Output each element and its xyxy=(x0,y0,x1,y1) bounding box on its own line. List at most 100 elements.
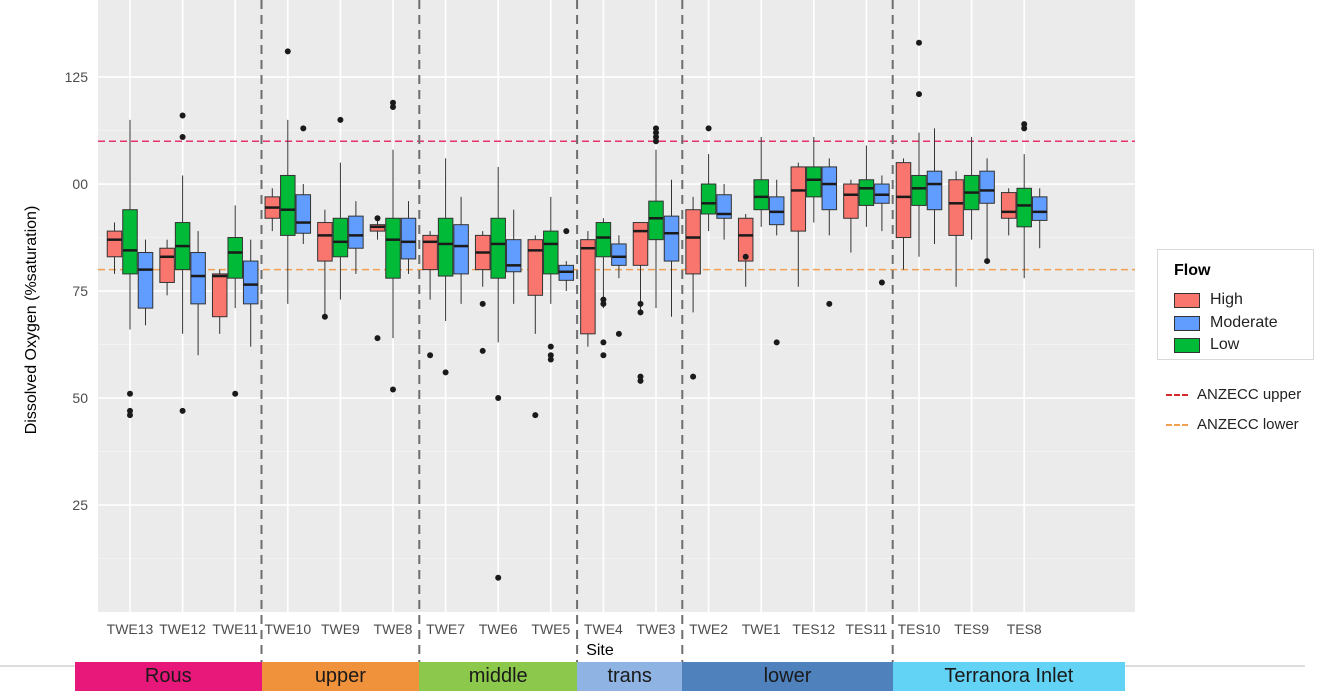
boxes xyxy=(106,39,1048,581)
box-TWE8-moderate xyxy=(400,201,417,274)
box-TWE6-high xyxy=(474,231,491,354)
outlier-point xyxy=(284,48,291,55)
anzecc-upper-label: ANZECC upper xyxy=(1197,386,1302,403)
y-tick-label: 00 xyxy=(72,176,88,192)
box-body xyxy=(137,252,154,309)
legend-swatch-moderate xyxy=(1174,315,1200,331)
outlier-point xyxy=(637,373,644,380)
outlier-point xyxy=(653,138,659,145)
outlier-point xyxy=(878,279,885,286)
box-TWE11-high xyxy=(211,269,228,334)
box-body xyxy=(227,237,243,279)
box-body xyxy=(453,224,469,275)
x-tick-label: TWE9 xyxy=(321,621,360,637)
x-tick-label: TES11 xyxy=(846,621,888,637)
box-TWE10-moderate xyxy=(295,125,312,244)
box-body xyxy=(632,222,649,266)
region-upper: upper xyxy=(261,662,420,691)
outlier-point xyxy=(547,356,554,363)
outlier-point xyxy=(390,99,396,106)
outlier-point xyxy=(179,112,186,119)
box-body xyxy=(737,217,754,262)
outlier-point xyxy=(547,352,554,359)
x-tick-label: TWE4 xyxy=(584,621,623,637)
outlier-point xyxy=(321,313,328,320)
box-TWE4-low xyxy=(595,218,612,359)
box-TWE3-high xyxy=(632,222,649,384)
outlier-point xyxy=(127,390,133,397)
outlier-point xyxy=(479,300,486,307)
box-body xyxy=(242,260,259,305)
x-tick-label: TWE10 xyxy=(264,621,311,637)
box-TES9-high xyxy=(948,171,964,287)
box-body xyxy=(527,239,544,296)
outlier-point xyxy=(826,300,833,307)
legend-label-moderate: Moderate xyxy=(1210,314,1278,331)
box-TWE7-low xyxy=(437,158,454,376)
region-rous: Rous xyxy=(75,662,262,691)
box-TES9-moderate xyxy=(979,158,995,265)
box-TES10-high xyxy=(895,158,912,270)
legend-swatch-low xyxy=(1174,337,1200,353)
x-axis-title: Site xyxy=(586,642,614,659)
box-TES8-moderate xyxy=(1031,188,1048,249)
y-axis-ticks: 25 50 75 00 125 xyxy=(65,69,89,513)
outlier-point xyxy=(127,412,133,419)
box-body xyxy=(385,217,401,279)
box-TES11-high xyxy=(843,179,859,253)
box-TWE2-moderate xyxy=(716,184,732,240)
box-TES8-low xyxy=(1016,121,1032,279)
box-TWE1-low xyxy=(753,136,769,227)
reference-lines xyxy=(98,140,1135,271)
y-tick-label: 125 xyxy=(65,69,89,85)
box-TES9-low xyxy=(963,136,980,240)
box-TWE5-low xyxy=(543,196,559,363)
outlier-point xyxy=(600,339,607,346)
outlier-point xyxy=(442,369,449,376)
outlier-point xyxy=(547,343,554,350)
box-TWE6-moderate xyxy=(505,209,522,304)
box-body xyxy=(895,162,912,239)
box-body xyxy=(190,252,206,305)
box-body xyxy=(926,170,943,211)
box-TES12-low xyxy=(806,136,822,223)
plot-panel xyxy=(98,0,1135,612)
outlier-point xyxy=(984,258,991,265)
box-body xyxy=(211,273,228,318)
outlier-point xyxy=(390,386,396,393)
box-body xyxy=(437,217,454,277)
outlier-point xyxy=(773,339,780,346)
x-tick-label: TWE13 xyxy=(107,621,154,637)
y-axis-title: Dissolved Oxygen (%saturation) xyxy=(23,206,40,435)
x-tick-label: TWE11 xyxy=(212,621,258,637)
outlier-point xyxy=(563,228,570,235)
region-middle: middle xyxy=(419,662,578,691)
x-tick-label: TES8 xyxy=(1007,621,1042,637)
box-TWE11-moderate xyxy=(242,239,259,347)
x-tick-label: TWE7 xyxy=(426,621,465,637)
box-body xyxy=(280,174,296,236)
outlier-point xyxy=(390,103,396,110)
box-TES10-low xyxy=(911,39,927,257)
box-body xyxy=(858,179,875,206)
box-TES12-high xyxy=(790,162,807,287)
outlier-point xyxy=(653,133,659,140)
box-body xyxy=(716,194,732,219)
box-TWE1-high xyxy=(737,213,754,287)
region-separators xyxy=(260,0,894,691)
outlier-point xyxy=(1021,121,1028,128)
box-TWE12-low xyxy=(174,112,191,414)
box-TWE3-low xyxy=(648,125,664,309)
box-TWE3-moderate xyxy=(663,179,680,317)
box-body xyxy=(580,239,596,335)
x-tick-label: TWE5 xyxy=(531,621,570,637)
x-tick-label: TES12 xyxy=(792,621,835,637)
y-tick-label: 75 xyxy=(72,283,88,299)
y-tick-label: 50 xyxy=(72,390,88,406)
x-tick-label: TWE2 xyxy=(689,621,728,637)
box-body xyxy=(806,166,822,198)
box-TWE4-moderate xyxy=(611,235,627,337)
outlier-point xyxy=(495,395,502,402)
box-body xyxy=(911,174,927,206)
